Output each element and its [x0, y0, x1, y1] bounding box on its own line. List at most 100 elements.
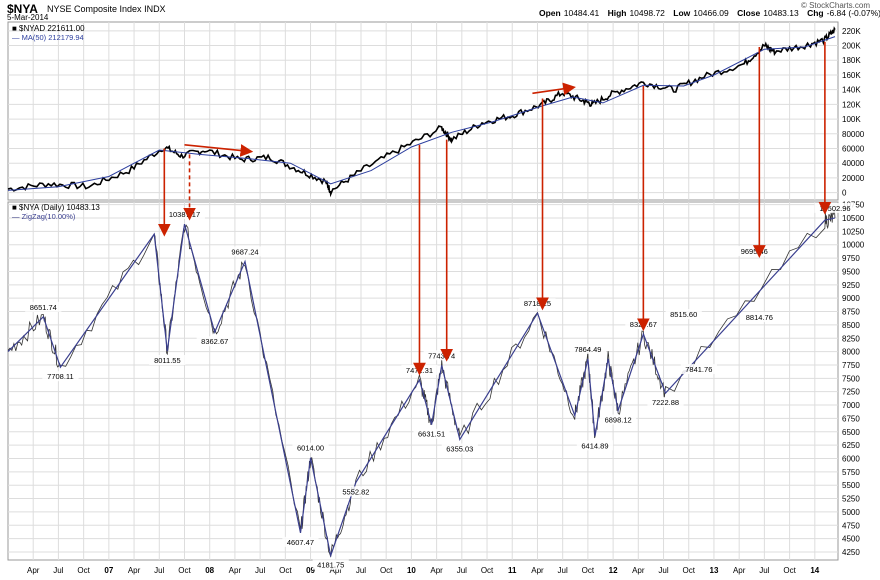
y-tick-label-bottom: 10250	[842, 227, 865, 236]
data-label-bg	[196, 336, 233, 347]
x-tick-label: Jul	[154, 566, 164, 575]
y-tick-label-bottom: 6500	[842, 428, 860, 437]
data-label: 6631.51	[418, 430, 445, 439]
data-label: 6355.03	[446, 445, 473, 454]
x-tick-label: 13	[710, 566, 719, 575]
ma50-line	[7, 36, 836, 191]
data-label: 10387.17	[169, 210, 200, 219]
x-tick-label: Jul	[356, 566, 366, 575]
y-tick-label-bottom: 7750	[842, 361, 860, 370]
data-label: 8011.55	[154, 356, 181, 365]
data-label-bg	[741, 312, 778, 323]
data-label-bg	[149, 354, 186, 365]
y-tick-label-bottom: 4250	[842, 548, 860, 557]
data-label: 6014.00	[297, 444, 324, 453]
y-tick-label-bottom: 6000	[842, 454, 860, 463]
data-label: 6414.89	[581, 441, 608, 450]
trend-arrow	[532, 82, 576, 96]
nya-price-line	[7, 208, 836, 557]
x-tick-label: Oct	[481, 566, 494, 575]
chart-date: 5-Mar-2014	[7, 13, 49, 22]
symbol-description: NYSE Composite Index INDX	[47, 4, 166, 14]
data-label-bg	[569, 343, 606, 354]
legend-nyad: ■ $NYAD 221611.00	[12, 24, 85, 33]
data-label: 8651.74	[30, 303, 57, 312]
brand-watermark: © StockCharts.com	[800, 1, 870, 10]
x-tick-label: Jul	[255, 566, 265, 575]
data-label: 8814.76	[746, 313, 773, 322]
x-tick-label: Apr	[27, 566, 40, 575]
x-tick-label: 11	[508, 566, 517, 575]
y-tick-label-bottom: 10500	[842, 214, 865, 223]
x-tick-label: Apr	[330, 566, 343, 575]
data-label-bg	[680, 364, 717, 375]
data-label-bg	[665, 309, 702, 320]
y-tick-label-bottom: 6750	[842, 414, 860, 423]
data-label: 7864.49	[574, 345, 601, 354]
y-tick-label-bottom: 7500	[842, 374, 860, 383]
y-tick-label-top: 100K	[842, 115, 861, 124]
x-tick-label: Apr	[733, 566, 746, 575]
y-tick-label-bottom: 9250	[842, 281, 860, 290]
data-label: 7708.11	[47, 372, 74, 381]
data-label: 10502.96	[819, 204, 850, 213]
x-tick-label: 12	[609, 566, 618, 575]
x-tick-label: Oct	[279, 566, 292, 575]
data-label: 9687.24	[231, 247, 258, 256]
data-label: 6898.12	[605, 415, 632, 424]
y-tick-label-top: 60000	[842, 145, 865, 154]
y-tick-label-bottom: 7000	[842, 401, 860, 410]
data-label: 4181.75	[317, 561, 344, 570]
y-tick-label-bottom: 9000	[842, 294, 860, 303]
data-label-bg	[25, 301, 62, 312]
y-tick-label-bottom: 5250	[842, 495, 860, 504]
data-label-bg	[312, 559, 349, 570]
data-label-bg	[576, 440, 614, 451]
y-tick-label-top: 140K	[842, 86, 861, 95]
x-tick-label: Oct	[783, 566, 796, 575]
x-tick-label: 10	[407, 566, 416, 575]
y-tick-label-top: 40000	[842, 159, 865, 168]
y-tick-label-top: 120K	[842, 100, 861, 109]
y-tick-label-top: 80000	[842, 130, 865, 139]
data-label-bg	[814, 202, 856, 213]
nyad-line	[7, 26, 836, 198]
x-tick-label: Apr	[128, 566, 141, 575]
data-label-bg	[413, 428, 450, 439]
data-label-bg	[292, 442, 329, 453]
y-tick-label-bottom: 7250	[842, 388, 860, 397]
chart-header: $NYA NYSE Composite Index INDX 5-Mar-201…	[0, 0, 880, 22]
y-tick-label-top: 220K	[842, 27, 861, 36]
y-tick-label-bottom: 4500	[842, 535, 860, 544]
y-tick-label-bottom: 5500	[842, 481, 860, 490]
x-tick-label: 09	[306, 566, 315, 575]
data-label: 7743.74	[428, 351, 455, 360]
data-label: 8362.67	[201, 337, 228, 346]
data-label: 7222.88	[652, 398, 679, 407]
legend-zigzag: — ZigZag(10.00%)	[12, 212, 76, 221]
x-tick-label: Oct	[582, 566, 595, 575]
bottom-panel-frame	[7, 201, 839, 561]
x-tick-label: Jul	[759, 566, 769, 575]
y-tick-label-bottom: 10000	[842, 241, 865, 250]
data-label-bg	[441, 443, 478, 454]
x-tick-label: Jul	[558, 566, 568, 575]
y-tick-label-bottom: 5750	[842, 468, 860, 477]
ohlc-readout: Open 10484.41 High 10498.72 Low 10466.09 Cl…	[539, 8, 880, 18]
x-tick-label: 14	[810, 566, 819, 575]
data-label-bg	[282, 536, 319, 547]
data-label: 4607.47	[287, 538, 314, 547]
y-tick-label-top: 0	[842, 189, 847, 198]
data-label-bg	[647, 397, 684, 408]
y-tick-label-top: 180K	[842, 56, 861, 65]
data-label-bg	[226, 246, 264, 257]
y-tick-label-bottom: 6250	[842, 441, 860, 450]
y-tick-label-bottom: 9500	[842, 267, 860, 276]
symbol: $NYA	[7, 2, 38, 16]
legend-ma50: — MA(50) 212179.94	[12, 33, 84, 42]
y-tick-label-top: 200K	[842, 42, 861, 51]
zigzag-line	[7, 217, 836, 558]
data-label-bg	[337, 486, 375, 497]
y-tick-label-bottom: 8000	[842, 348, 860, 357]
